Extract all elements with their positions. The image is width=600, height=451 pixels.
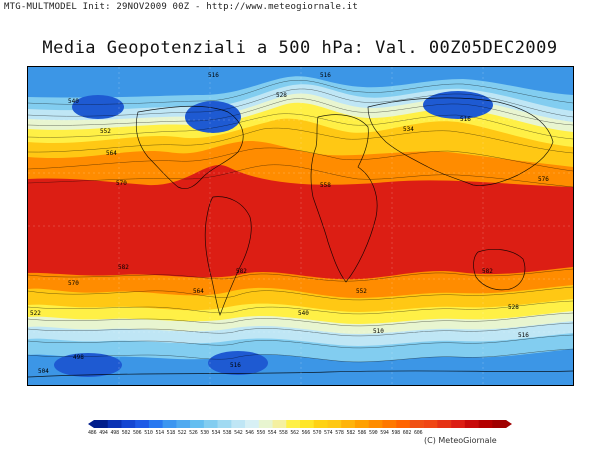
contour-label: 540 xyxy=(298,310,309,317)
colorbar-cell xyxy=(190,420,205,428)
colorbar-cell xyxy=(272,420,287,428)
contour-label: 570 xyxy=(68,280,79,287)
contour-label: 582 xyxy=(482,268,493,275)
contour-label: 516 xyxy=(208,72,219,79)
copyright-label: (C) MeteoGiornale xyxy=(424,436,497,445)
colorbar-cell xyxy=(492,420,507,428)
colorbar-cell xyxy=(313,420,328,428)
contour-label: 498 xyxy=(73,354,84,361)
contour-label: 564 xyxy=(106,150,117,157)
contour-south-1 xyxy=(28,268,573,282)
europe-africa-outline xyxy=(310,114,378,283)
colorbar-cell xyxy=(382,420,397,428)
colorbar-cell xyxy=(176,420,191,428)
colorbar-cell xyxy=(478,420,493,428)
map-svg: 516 516 516 528 552 564 570 540 534 558 … xyxy=(28,67,573,385)
contour-south-6 xyxy=(28,334,573,349)
contour-label: 516 xyxy=(320,72,331,79)
colorbar-cell xyxy=(423,420,438,428)
contour-label: 570 xyxy=(116,180,127,187)
contour-lines xyxy=(28,80,573,363)
contour-south-2 xyxy=(28,286,573,301)
colorbar-cell xyxy=(245,420,260,428)
colorbar-cell xyxy=(135,420,150,428)
contour-label: 552 xyxy=(100,128,111,135)
header-info: MTG-MULTMODEL Init: 29NOV2009 00Z - http… xyxy=(4,2,358,12)
colorbar-cell xyxy=(451,420,466,428)
polar-low-north-america xyxy=(185,101,241,133)
colorbar-cell xyxy=(286,420,301,428)
colorbar-arrow-high xyxy=(506,420,512,428)
contour-south-7 xyxy=(28,348,573,363)
contour-label: 552 xyxy=(356,288,367,295)
colorbar-cell xyxy=(107,420,122,428)
asia-outline xyxy=(367,97,554,186)
colorbar-labels: 486 494 498 502 506 510 514 518 522 526 … xyxy=(88,430,423,436)
contour-label: 510 xyxy=(373,328,384,335)
contour-north-7 xyxy=(28,164,573,188)
colorbar-cell xyxy=(121,420,136,428)
contour-north-6 xyxy=(28,147,573,172)
contour-north-5 xyxy=(28,127,573,154)
contour-label: 582 xyxy=(236,268,247,275)
colorbar-cell xyxy=(464,420,479,428)
colorbar-cell xyxy=(148,420,163,428)
colorbar-cell xyxy=(203,420,218,428)
polar-low-south-pacific xyxy=(54,353,122,377)
contour-label: 534 xyxy=(403,126,414,133)
colorbar-cell xyxy=(217,420,232,428)
colorbar-cell xyxy=(341,420,356,428)
map-title: Media Geopotenziali a 500 hPa: Val. 00Z0… xyxy=(42,38,558,58)
contour-south-3 xyxy=(28,300,573,315)
contour-north-2 xyxy=(28,88,573,118)
colorbar-cell xyxy=(231,420,246,428)
contour-south-4 xyxy=(28,312,573,327)
north-america-outline xyxy=(135,105,244,190)
colorbar-cell xyxy=(437,420,452,428)
contour-label: 516 xyxy=(518,332,529,339)
geopotential-map: 516 516 516 528 552 564 570 540 534 558 … xyxy=(27,66,574,386)
contour-label: 528 xyxy=(276,92,287,99)
polar-low-south-atlantic xyxy=(208,351,268,375)
antarctica-outline xyxy=(28,370,573,378)
coastlines xyxy=(28,97,573,378)
band-south-cold xyxy=(28,349,573,385)
colorbar-cell xyxy=(396,420,411,428)
colorbar-cell xyxy=(94,420,109,428)
contour-south-5 xyxy=(28,322,573,337)
polar-low-north-pacific xyxy=(72,95,124,119)
contour-north-1 xyxy=(28,80,573,105)
contour-label: 582 xyxy=(118,264,129,271)
colorbar-cell xyxy=(368,420,383,428)
colorbar-cell xyxy=(354,420,369,428)
colorbar-cell xyxy=(300,420,315,428)
colorbar-cell xyxy=(409,420,424,428)
contour-label: 528 xyxy=(508,304,519,311)
australia-outline xyxy=(473,249,526,291)
colorbar-cell xyxy=(327,420,342,428)
south-america-outline xyxy=(204,196,252,317)
contour-label: 576 xyxy=(538,176,549,183)
contour-label: 540 xyxy=(68,98,79,105)
contour-north-3 xyxy=(28,98,573,126)
contour-label: 504 xyxy=(38,368,49,375)
contour-label: 516 xyxy=(460,116,471,123)
colorbar-cell xyxy=(258,420,273,428)
colorbar-cells xyxy=(88,420,512,428)
colorbar xyxy=(88,420,512,428)
band-north-cold xyxy=(28,67,573,98)
contour-label: 558 xyxy=(320,182,331,189)
contour-label: 564 xyxy=(193,288,204,295)
contour-label: 516 xyxy=(230,362,241,369)
lat-lon-grid xyxy=(28,67,573,385)
colorbar-cell xyxy=(162,420,177,428)
contour-north-4 xyxy=(28,113,573,140)
contour-label: 522 xyxy=(30,310,41,317)
colorbar-arrow-low xyxy=(88,420,94,428)
contour-labels: 516 516 516 528 552 564 570 540 534 558 … xyxy=(30,72,549,375)
